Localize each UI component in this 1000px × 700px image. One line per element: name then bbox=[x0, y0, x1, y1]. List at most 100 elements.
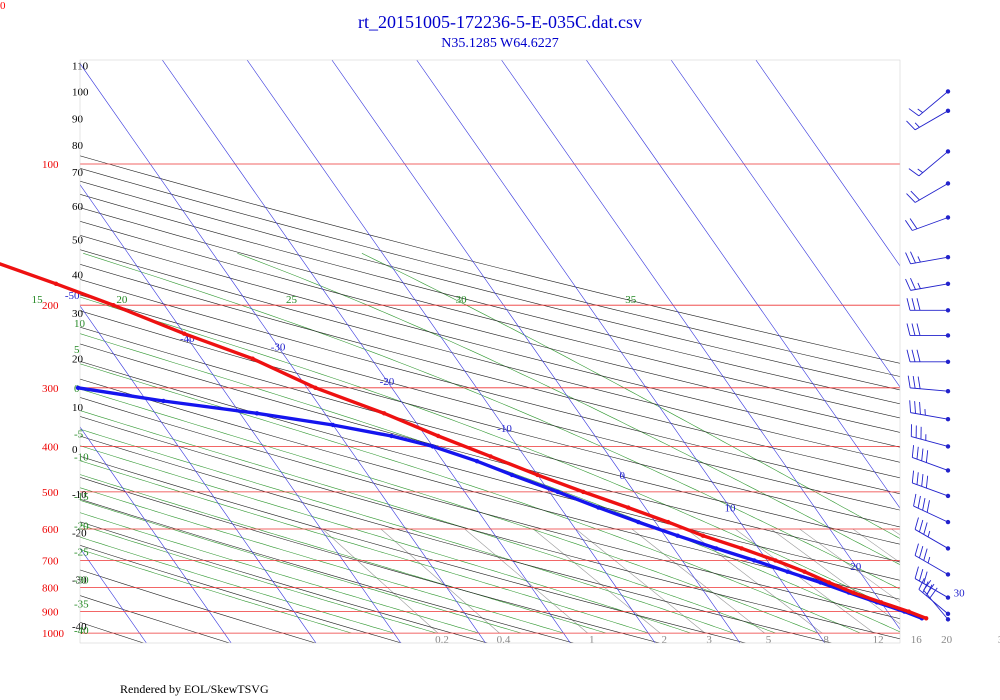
isotherm-line bbox=[80, 184, 402, 643]
left-thetae-label: -40 bbox=[74, 625, 89, 637]
thetae-tick-label: 20 bbox=[116, 294, 128, 306]
left-theta-label: 90 bbox=[72, 114, 84, 126]
mixing-ratio-tick-label: 1 bbox=[589, 634, 595, 646]
dewpoint-lower-point bbox=[509, 472, 515, 478]
temperature-lower-point bbox=[626, 505, 631, 510]
temperature-lower-point bbox=[826, 580, 832, 585]
left-theta-label: 100 bbox=[72, 86, 89, 98]
left-theta-label: 60 bbox=[72, 201, 84, 213]
wind-barb bbox=[908, 149, 951, 177]
dewpoint-lower-point bbox=[75, 385, 81, 390]
isotherm-line bbox=[416, 60, 826, 643]
wind-barb bbox=[911, 445, 951, 473]
moist-adiabat-line bbox=[80, 512, 479, 634]
isotherm-tick-label: 30 bbox=[954, 588, 966, 600]
mixing-ratio-tick-label: 0.4 bbox=[497, 634, 511, 646]
mixing-ratio-tick-label: 20 bbox=[941, 634, 953, 646]
mixing-ratio-line bbox=[380, 528, 500, 634]
mixing-ratio-line bbox=[799, 528, 900, 603]
mixing-ratio-tick-label: 8 bbox=[823, 634, 829, 646]
temperature-lower-point bbox=[182, 331, 187, 336]
wind-barb bbox=[906, 108, 951, 131]
temperature-lower-point bbox=[665, 519, 671, 525]
chart-subtitle: N35.1285 W64.6227 bbox=[441, 36, 559, 51]
dry-adiabat-line bbox=[80, 279, 900, 495]
dry-adiabat-line bbox=[80, 456, 746, 643]
temperature-lower-point bbox=[924, 616, 929, 621]
left-theta-label: 110 bbox=[72, 61, 89, 73]
left-thetae-label: -25 bbox=[74, 546, 89, 558]
left-theta-label: 40 bbox=[72, 270, 84, 282]
isotherm-tick-label: 20 bbox=[850, 561, 862, 573]
isotherm-line bbox=[501, 60, 900, 630]
temperature-lower-point bbox=[739, 546, 744, 551]
mixing-ratio-tick-label: 16 bbox=[911, 634, 923, 646]
mixing-ratio-tick-label: 2 bbox=[661, 634, 667, 646]
left-thetae-label: -20 bbox=[74, 521, 89, 533]
wind-barb bbox=[908, 89, 951, 117]
mixing-ratio-line bbox=[322, 528, 439, 634]
wind-barb bbox=[913, 493, 951, 525]
moist-adiabat-line bbox=[80, 333, 900, 633]
isotherm-line bbox=[162, 60, 571, 643]
pressure-tick-label: 800 bbox=[42, 583, 59, 595]
dry-adiabat-line bbox=[80, 180, 900, 391]
left-theta-label: 50 bbox=[72, 235, 84, 247]
wind-barb bbox=[906, 349, 951, 364]
mixing-ratio-line bbox=[575, 528, 706, 634]
dry-adiabat-line bbox=[80, 168, 900, 377]
moist-adiabat-line bbox=[80, 549, 352, 634]
dry-adiabat-line bbox=[80, 498, 574, 643]
mixing-ratio-tick-label: 3 bbox=[706, 634, 712, 646]
temperature-lower-point bbox=[773, 558, 778, 563]
left-thetae-label: -5 bbox=[74, 428, 84, 440]
isotherm-line bbox=[755, 60, 900, 267]
mixing-ratio-line bbox=[464, 528, 588, 634]
left-thetae-label: -10 bbox=[74, 451, 89, 463]
pressure-tick-label: 200 bbox=[42, 300, 59, 312]
dry-adiabat-line bbox=[80, 435, 832, 643]
temperature-lower-point bbox=[878, 600, 884, 605]
dry-adiabat-line bbox=[80, 545, 402, 643]
pressure-tick-label: 600 bbox=[42, 524, 59, 536]
dewpoint-lower bbox=[75, 385, 925, 621]
temperature-lower-point bbox=[700, 533, 706, 538]
mixing-ratio-line bbox=[631, 528, 765, 634]
isotherm-tick-label: -30 bbox=[271, 342, 286, 354]
temperature-lower-point bbox=[111, 303, 116, 308]
moist-adiabat-line bbox=[80, 428, 734, 634]
moist-adiabat-line bbox=[80, 474, 606, 634]
moist-adiabat-line bbox=[80, 460, 649, 634]
moist-adiabat-line bbox=[361, 253, 900, 539]
dry-adiabat-line bbox=[80, 343, 900, 563]
temperature-lower-point bbox=[850, 590, 856, 595]
temperature-lower-point bbox=[535, 472, 540, 478]
mixing-ratio-line bbox=[891, 528, 900, 536]
pressure-tick-label: 1000 bbox=[42, 628, 65, 640]
isotherm-line bbox=[246, 60, 656, 643]
dewpoint-lower-point bbox=[474, 459, 480, 464]
pressure-tick-label: 400 bbox=[42, 441, 59, 453]
wind-barb bbox=[905, 251, 951, 265]
temperature-lower-point bbox=[53, 281, 59, 286]
wind-barb bbox=[911, 470, 951, 499]
isotherm-line bbox=[331, 60, 741, 643]
dewpoint-lower-point bbox=[785, 569, 790, 574]
isotherm-line bbox=[80, 305, 317, 643]
isotherm-line bbox=[670, 60, 900, 388]
dry-adiabat-line bbox=[80, 294, 900, 511]
wind-barb bbox=[905, 278, 951, 291]
wind-barb bbox=[910, 424, 951, 449]
dewpoint-lower-point bbox=[161, 398, 166, 404]
wind-barb bbox=[906, 323, 951, 338]
dry-adiabat-line bbox=[80, 220, 900, 433]
dry-adiabat-line bbox=[80, 193, 900, 405]
dry-adiabat-line bbox=[80, 326, 900, 545]
left-theta-label: -30 bbox=[72, 574, 87, 586]
temperature-lower-point bbox=[906, 609, 911, 614]
isotherm-line bbox=[80, 426, 232, 643]
wind-barb bbox=[914, 543, 951, 577]
temperature-lower-point bbox=[581, 489, 586, 495]
dry-adiabat-line bbox=[80, 397, 900, 619]
left-theta-label: 0 bbox=[72, 444, 78, 456]
